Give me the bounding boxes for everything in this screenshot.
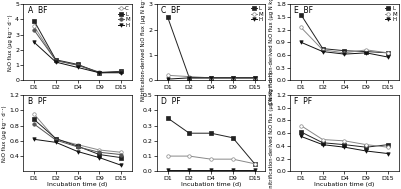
Y-axis label: Nitrification-derived N₂O flux (μg N kg⁻¹ d⁻¹): Nitrification-derived N₂O flux (μg N kg⁻… [142, 0, 146, 101]
Legend: L, M, H: L, M, H [384, 6, 397, 23]
Text: A  BF: A BF [28, 6, 47, 15]
Legend: C, L, M, H: C, L, M, H [117, 6, 130, 29]
X-axis label: Incubation time (d): Incubation time (d) [47, 182, 108, 187]
Text: E  BF: E BF [294, 6, 314, 15]
X-axis label: Incubation time (d): Incubation time (d) [314, 182, 375, 187]
Legend: L, M, H: L, M, H [251, 6, 264, 23]
Y-axis label: N₂O flux (μg kg⁻¹ d⁻¹): N₂O flux (μg kg⁻¹ d⁻¹) [2, 105, 7, 162]
Text: D  PF: D PF [161, 97, 180, 106]
Y-axis label: N₂O flux (μg kg⁻¹ d⁻¹): N₂O flux (μg kg⁻¹ d⁻¹) [8, 14, 13, 70]
Text: F  PF: F PF [294, 97, 312, 106]
X-axis label: Incubation time (d): Incubation time (d) [181, 182, 241, 187]
Text: B  PF: B PF [28, 97, 47, 106]
Y-axis label: Denitrification-derived N₂O flux (μg N kg⁻¹ d⁻¹): Denitrification-derived N₂O flux (μg N k… [269, 71, 274, 189]
Y-axis label: Denitrification-derived N₂O flux (μg N kg⁻¹ d⁻¹): Denitrification-derived N₂O flux (μg N k… [269, 0, 274, 104]
Text: C  BF: C BF [161, 6, 180, 15]
